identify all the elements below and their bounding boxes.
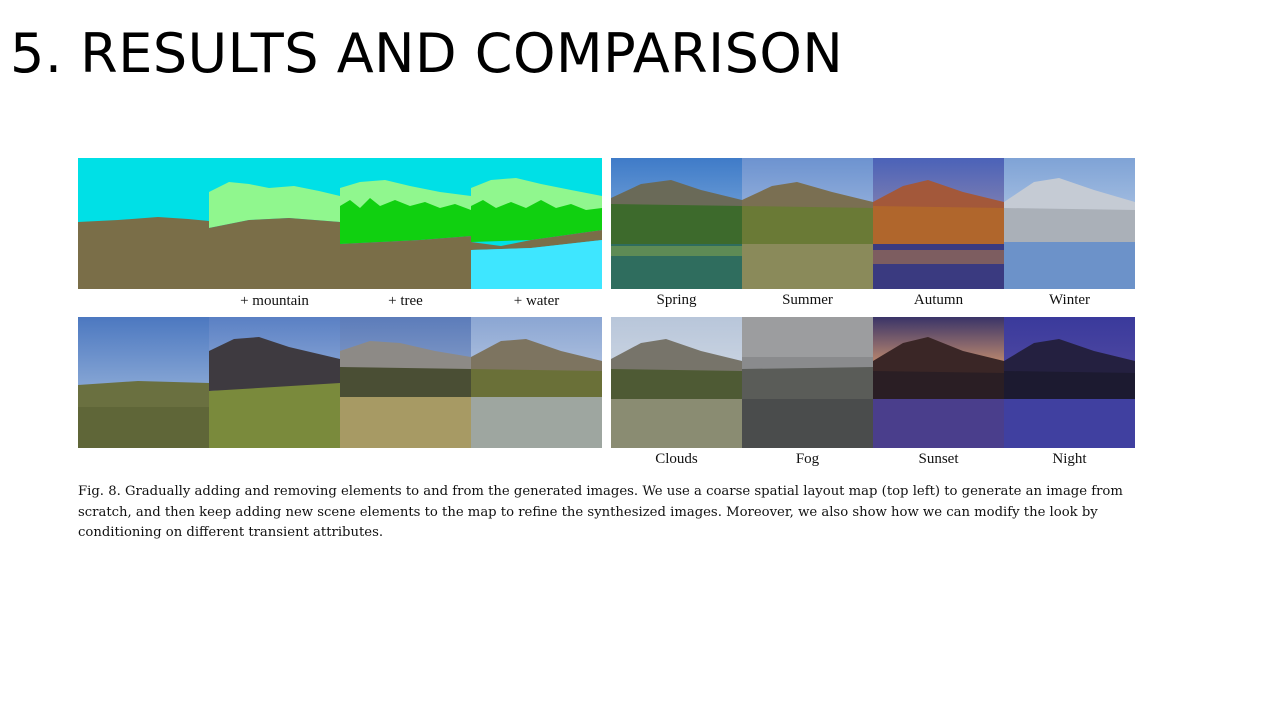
figure-caption: Fig. 8. Gradually adding and removing el…: [78, 484, 1123, 540]
label-winter: Winter: [1048, 292, 1091, 308]
layout-map-mountain: [209, 158, 340, 289]
photo-sunset: [873, 317, 1004, 448]
label-summer: Summer: [782, 292, 833, 308]
label-water: + water: [513, 293, 560, 309]
label-night: Night: [1052, 451, 1087, 467]
photo-winter: [1004, 158, 1135, 289]
generated-tree: [340, 317, 471, 448]
photo-autumn: [873, 158, 1004, 289]
label-tree: + tree: [388, 293, 423, 309]
label-mountain: + mountain: [240, 293, 309, 309]
layout-map-tree: [340, 158, 471, 289]
photo-clouds: [611, 317, 742, 448]
layout-map-base: [78, 158, 209, 289]
generated-water: [471, 317, 602, 448]
layout-map-water: [471, 158, 602, 289]
photo-spring: [611, 158, 742, 289]
generated-mountain: [209, 317, 340, 448]
photo-night: [1004, 317, 1135, 448]
label-clouds: Clouds: [655, 451, 698, 467]
label-spring: Spring: [656, 292, 697, 308]
label-sunset: Sunset: [918, 451, 959, 467]
slide-title: 5. RESULTS AND COMPARISON: [10, 22, 844, 85]
photo-summer: [742, 158, 873, 289]
photo-fog: [742, 317, 873, 448]
generated-base: [78, 317, 209, 448]
label-fog: Fog: [795, 451, 820, 467]
label-autumn: Autumn: [913, 292, 964, 308]
